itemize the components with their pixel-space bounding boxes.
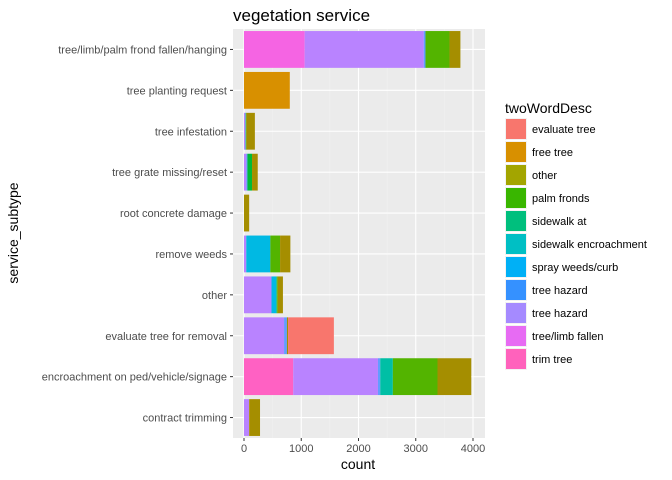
bar-segment xyxy=(380,358,393,396)
bar-segment xyxy=(284,317,287,355)
bar-segment xyxy=(244,235,247,273)
legend-swatch xyxy=(506,326,526,346)
bar-segment xyxy=(246,112,255,150)
x-tick-label: 2000 xyxy=(346,443,370,455)
legend-swatch xyxy=(506,349,526,369)
legend-swatch xyxy=(506,303,526,323)
chart-title: vegetation service xyxy=(233,6,370,25)
bar-segment xyxy=(280,235,291,273)
bar-segment xyxy=(288,317,334,355)
legend-label: tree/limb fallen xyxy=(532,331,604,343)
y-tick-label: contract trimming xyxy=(143,413,227,425)
y-tick-label: root concrete damage xyxy=(120,208,227,220)
legend-swatch xyxy=(506,211,526,231)
bar-segment xyxy=(277,276,283,314)
bar-segment xyxy=(392,358,438,396)
x-axis-ticks: 0 1000 2000 3000 4000 xyxy=(241,438,485,455)
y-tick-label: tree infestation xyxy=(155,126,227,138)
legend-label: tree hazard xyxy=(532,285,588,297)
bar-segment xyxy=(247,153,253,191)
y-tick-label: encroachment on ped/vehicle/signage xyxy=(42,372,227,384)
bar-segment xyxy=(449,31,461,68)
bar-segment xyxy=(246,153,248,191)
legend-label: sidewalk at xyxy=(532,216,586,228)
bar-segment xyxy=(244,31,305,68)
x-tick-label: 1000 xyxy=(289,443,313,455)
bar-segment xyxy=(276,276,278,314)
bar-segment xyxy=(249,399,261,436)
legend-swatch xyxy=(506,165,526,185)
bar-segment xyxy=(270,235,281,273)
bar-segment xyxy=(271,276,277,314)
bar-segment xyxy=(244,71,290,109)
x-tick-label: 3000 xyxy=(404,443,428,455)
bar-segment xyxy=(246,235,271,273)
legend-label: free tree xyxy=(532,147,573,159)
legend-label: other xyxy=(532,170,557,182)
legend-title: twoWordDesc xyxy=(505,100,592,116)
bar-segment xyxy=(425,31,450,68)
y-tick-label: tree planting request xyxy=(127,85,227,97)
bar-segment xyxy=(244,276,272,314)
bar-segment xyxy=(244,194,250,232)
legend-label: tree hazard xyxy=(532,308,588,320)
legend-label: trim tree xyxy=(532,354,572,366)
bar-segment xyxy=(244,153,247,191)
legend-swatch xyxy=(506,142,526,162)
legend-swatch xyxy=(506,280,526,300)
bar-segment xyxy=(244,399,250,436)
y-tick-label: tree/limb/palm frond fallen/hanging xyxy=(58,44,227,56)
bar-segment xyxy=(244,358,294,396)
bar-segment xyxy=(252,153,258,191)
bars xyxy=(244,31,472,436)
bar-segment xyxy=(244,317,285,355)
bar-segment xyxy=(244,112,246,150)
legend-swatch xyxy=(506,257,526,277)
y-tick-label: evaluate tree for removal xyxy=(105,331,227,343)
legend-label: palm fronds xyxy=(532,193,590,205)
legend-swatch xyxy=(506,188,526,208)
bar-segment xyxy=(437,358,472,396)
bar-segment xyxy=(377,358,381,396)
y-tick-label: tree grate missing/reset xyxy=(112,167,227,179)
x-tick-label: 4000 xyxy=(461,443,485,455)
legend-label: sidewalk encroachment xyxy=(532,239,647,251)
x-axis-title: count xyxy=(341,456,375,472)
y-tick-label: other xyxy=(202,290,227,302)
legend-swatch xyxy=(506,119,526,139)
legend-swatch xyxy=(506,234,526,254)
bar-segment xyxy=(245,112,247,150)
y-axis-title: service_subtype xyxy=(5,182,21,283)
bar-segment xyxy=(423,31,426,68)
bar-segment xyxy=(286,317,289,355)
bar-segment xyxy=(293,358,378,396)
bar-segment xyxy=(245,112,246,150)
y-axis-ticks: tree/limb/palm frond fallen/hanging tree … xyxy=(42,44,233,425)
legend: twoWordDesc evaluate tree free tree other p… xyxy=(505,100,647,370)
legend-label: spray weeds/curb xyxy=(532,262,618,274)
y-tick-label: remove weeds xyxy=(155,249,227,261)
x-tick-label: 0 xyxy=(241,443,247,455)
bar-segment xyxy=(304,31,424,68)
legend-label: evaluate tree xyxy=(532,124,596,136)
